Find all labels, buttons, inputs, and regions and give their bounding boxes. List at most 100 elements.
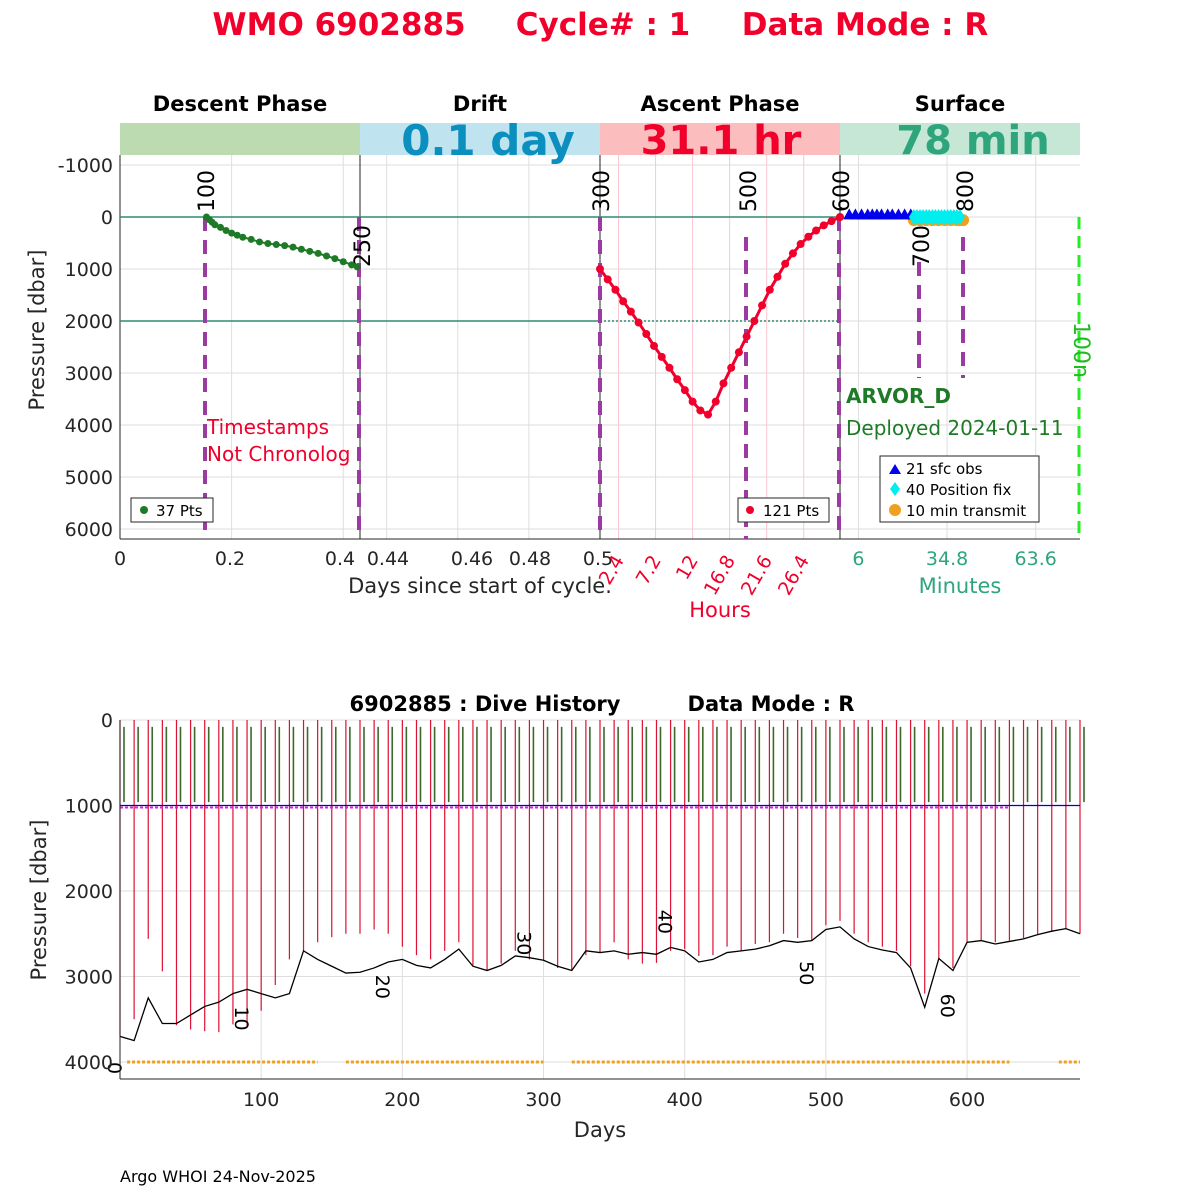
marker-labels: 100 250 300 500 600 700 800 100n <box>195 170 1093 378</box>
ascent-point-30 <box>827 217 836 226</box>
top-x-axis-label: Days since start of cycle. <box>348 574 612 598</box>
descent-point-21 <box>348 261 356 269</box>
drift-x-tick-2: 0.48 <box>509 548 551 570</box>
bottom-x-ticks: 100 200 300 400 500 600 <box>243 1089 985 1111</box>
cycle-label-10: 10 <box>230 1006 252 1030</box>
surface-phase-bar <box>840 123 1080 155</box>
ascent-point-31 <box>836 213 844 221</box>
descent-point-8 <box>239 233 247 241</box>
marker-label-700: 700 <box>910 225 935 267</box>
marker-label-600: 600 <box>830 170 855 212</box>
position-fix-legend-marker <box>890 482 900 496</box>
profile-lines <box>119 720 1085 1037</box>
descent-point-7 <box>233 231 241 239</box>
ascent-point-5 <box>634 318 643 327</box>
title-data-mode: Data Mode : R <box>742 7 989 43</box>
descent-legend-label: 37 Pts <box>156 502 203 520</box>
ascent-phase-title: Ascent Phase <box>641 92 800 116</box>
ascent-point-4 <box>626 307 635 316</box>
marker-label-300: 300 <box>590 170 615 212</box>
ascent-point-10 <box>673 375 682 384</box>
max-depth-polyline <box>119 926 1081 1042</box>
drift-x-tick-0: 0.44 <box>367 548 409 570</box>
drift-phase-bar <box>360 123 600 155</box>
drift-x-tick-1: 0.46 <box>451 548 493 570</box>
drift-duration: 0.1 day <box>401 116 575 165</box>
descent-point-5 <box>222 227 230 235</box>
descent-point-14 <box>289 243 297 251</box>
hours-x-tick-5: 26.4 <box>774 552 814 600</box>
descent-point-20 <box>339 258 347 266</box>
bottom-x-tick-0: 100 <box>243 1089 279 1111</box>
bottom-y-tick-2: 2000 <box>65 881 113 903</box>
descent-series <box>203 213 361 271</box>
descent-x-tick-2: 0.4 <box>325 548 355 570</box>
ascent-point-25 <box>788 249 797 258</box>
descent-point-4 <box>216 223 224 231</box>
ascent-point-21 <box>758 301 767 310</box>
hours-x-tick-4: 21.6 <box>737 552 777 600</box>
descent-point-6 <box>228 229 236 237</box>
marker-label-100n: 100n <box>1068 322 1093 378</box>
hours-x-tick-2: 12 <box>672 552 703 584</box>
ascent-point-9 <box>665 363 674 372</box>
descent-point-9 <box>247 235 255 243</box>
park-depth-trace <box>120 804 1080 809</box>
marker-label-100: 100 <box>195 170 220 212</box>
descent-point-12 <box>272 241 280 249</box>
top-y-tick-label-1: 0 <box>101 207 113 229</box>
top-y-tick-label-7: 6000 <box>65 519 113 541</box>
cycle-phase-panels: Descent Phase Drift Ascent Phase Surface… <box>25 92 1093 622</box>
marker-label-500: 500 <box>737 170 762 212</box>
descent-point-3 <box>211 221 219 229</box>
ascent-point-24 <box>781 259 790 268</box>
ascent-point-28 <box>812 226 821 235</box>
cycle-label-40: 40 <box>654 910 676 934</box>
figure-title: WMO 6902885 Cycle# : 1 Data Mode : R <box>212 7 988 43</box>
surface-legend: 21 sfc obs 40 Position fix 10 min transm… <box>879 455 1040 523</box>
ascent-point-29 <box>819 221 828 230</box>
cycle-label-50: 50 <box>795 961 817 985</box>
ascent-point-23 <box>773 272 782 281</box>
float-type: ARVOR_D <box>846 384 951 408</box>
hours-axis-label: Hours <box>689 598 751 622</box>
bottom-x-axis-label: Days <box>574 1118 626 1142</box>
ascent-point-20 <box>750 317 759 325</box>
ascent-point-17 <box>727 363 736 372</box>
bottom-x-tick-1: 200 <box>384 1089 420 1111</box>
ascent-point-16 <box>719 379 728 388</box>
title-wmo: WMO 6902885 <box>212 7 465 43</box>
descent-point-10 <box>256 238 264 246</box>
bottom-x-tick-4: 500 <box>808 1089 844 1111</box>
surface-duration: 78 min <box>896 118 1049 164</box>
ascent-duration: 31.1 hr <box>641 118 802 164</box>
minutes-x-tick-0: 6 <box>852 548 864 570</box>
ascent-point-0 <box>596 265 604 273</box>
cycle-label-20: 20 <box>371 975 393 999</box>
ascent-point-3 <box>619 297 628 306</box>
hours-x-tick-1: 7.2 <box>632 552 666 589</box>
ascent-legend: 121 Pts <box>737 497 830 523</box>
ascent-point-2 <box>611 285 620 294</box>
descent-point-13 <box>281 242 289 250</box>
descent-x-tick-1: 0.2 <box>215 548 245 570</box>
marker-label-800: 800 <box>954 170 979 212</box>
drift-x-tick-3: 0.5 <box>583 548 613 570</box>
top-y-axis-label: Pressure [dbar] <box>25 250 49 411</box>
descent-point-18 <box>323 252 331 260</box>
title-cycle: Cycle# : 1 <box>516 7 691 43</box>
max-depth-line <box>119 926 1081 1042</box>
descent-legend: 37 Pts <box>130 497 214 523</box>
sfc-obs-legend-marker <box>889 464 901 474</box>
drift-phase-title: Drift <box>453 92 507 116</box>
cycle-label-30: 30 <box>512 931 534 955</box>
footer-credit: Argo WHOI 24-Nov-2025 <box>120 1167 316 1186</box>
transmit-legend-marker <box>889 504 901 516</box>
sfc-obs-legend-label: 21 sfc obs <box>906 460 983 478</box>
transmit-legend-label: 10 min transmit <box>906 502 1026 520</box>
descent-point-17 <box>314 249 322 257</box>
top-y-tick-label-5: 4000 <box>65 415 113 437</box>
top-y-ticks: -1000 0 1000 2000 3000 4000 5000 6000 <box>58 155 113 541</box>
